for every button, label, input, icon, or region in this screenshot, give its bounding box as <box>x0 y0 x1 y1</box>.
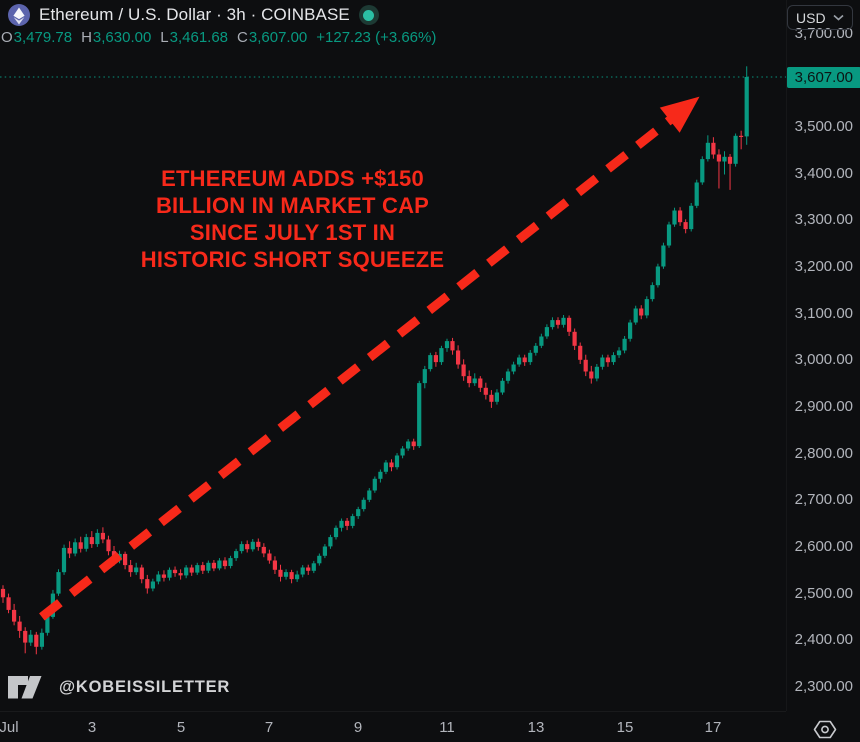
high-value: H 3,630.00 <box>81 29 152 46</box>
price-tick-label: 2,500.00 <box>794 585 853 602</box>
last-price-label: 3,607.00 <box>787 67 860 88</box>
time-tick-label: 15 <box>616 719 634 736</box>
time-tick-label: 17 <box>704 719 722 736</box>
market-open-status-icon <box>358 5 379 25</box>
price-axis[interactable]: 3,607.00 3,700.00 3,500.00 3,400.00 3,300.0… <box>786 0 860 711</box>
symbol-title: Ethereum / U.S. Dollar · 3h · COINBASE <box>39 5 350 24</box>
price-tick-label: 2,300.00 <box>794 678 853 695</box>
annotation-line: SINCE JULY 1ST IN <box>189 220 396 245</box>
trend-arrow-drawing[interactable] <box>39 96 700 621</box>
watermark: @KOBEISSILETTER <box>8 676 230 699</box>
close-value: C 3,607.00 <box>237 29 308 46</box>
open-value: O 3,479.78 <box>1 29 73 46</box>
price-tick-label: 2,400.00 <box>794 631 853 648</box>
price-tick-label: 2,700.00 <box>794 491 853 508</box>
currency-selector-button[interactable]: USD <box>787 5 853 30</box>
scale-settings-icon[interactable] <box>812 719 838 740</box>
price-tick-label: 3,000.00 <box>794 351 853 368</box>
time-tick-label: 13 <box>527 719 545 736</box>
watermark-handle: @KOBEISSILETTER <box>59 678 231 696</box>
price-tick-label: 2,900.00 <box>794 398 853 415</box>
time-tick-label: Jul <box>0 719 19 736</box>
ohlc-values-row: O 3,479.78 H 3,630.00 L 3,461.68 C 3,607.00 … <box>1 29 436 46</box>
price-tick-label: 3,300.00 <box>794 211 853 228</box>
annotation-line: ETHEREUM ADDS +$150 <box>161 166 424 191</box>
tradingview-logo-icon <box>8 676 42 699</box>
ethereum-logo-icon <box>8 4 30 26</box>
change-value: +127.23 (+3.66%) <box>316 29 437 46</box>
price-tick-label: 2,600.00 <box>794 538 853 555</box>
price-tick-label: 2,800.00 <box>794 445 853 462</box>
low-value: L 3,461.68 <box>160 29 229 46</box>
time-tick-label: 5 <box>176 719 186 736</box>
annotation-line: HISTORIC SHORT SQUEEZE <box>140 247 445 272</box>
annotation-text-drawing[interactable]: ETHEREUM ADDS +$150 BILLION IN MARKET CA… <box>110 165 475 273</box>
price-tick-label: 3,400.00 <box>794 165 853 182</box>
annotation-line: BILLION IN MARKET CAP <box>155 193 430 218</box>
chevron-down-icon <box>833 14 844 21</box>
symbol-header: Ethereum / U.S. Dollar · 3h · COINBASE <box>8 4 379 26</box>
time-axis[interactable]: Jul 3 5 7 9 11 13 15 17 <box>0 711 786 742</box>
time-tick-label: 7 <box>264 719 274 736</box>
time-tick-label: 11 <box>439 719 455 736</box>
price-tick-label: 3,500.00 <box>794 118 853 135</box>
time-tick-label: 3 <box>87 719 97 736</box>
chart-canvas[interactable] <box>0 0 786 742</box>
price-tick-label: 3,200.00 <box>794 258 853 275</box>
currency-selector-value: USD <box>796 9 826 26</box>
time-tick-label: 9 <box>353 719 363 736</box>
price-tick-label: 3,100.00 <box>794 305 853 322</box>
